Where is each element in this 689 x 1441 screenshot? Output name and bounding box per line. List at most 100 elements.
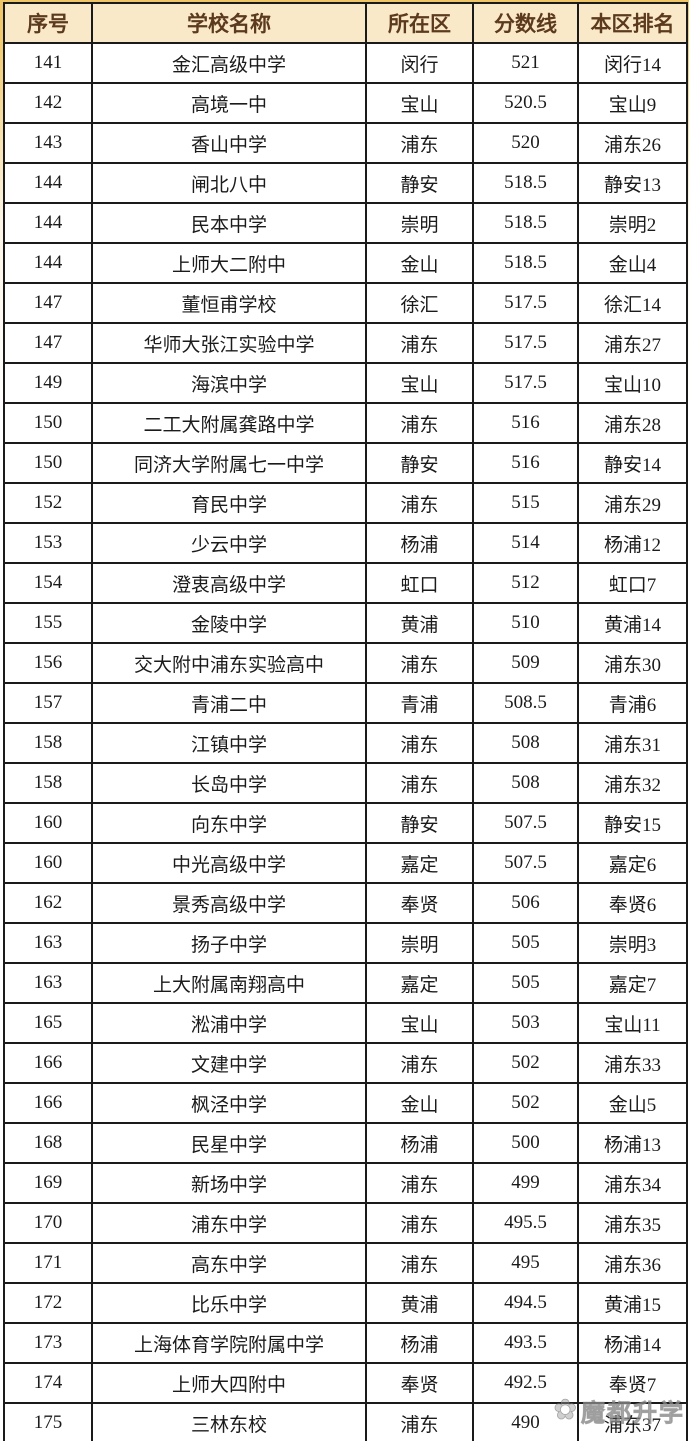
cell-no: 153 <box>3 522 93 564</box>
cell-rank: 杨浦12 <box>577 522 688 564</box>
cell-rank: 青浦6 <box>577 682 688 724</box>
cell-school: 香山中学 <box>91 122 367 164</box>
cell-school: 新场中学 <box>91 1162 367 1204</box>
cell-score: 492.5 <box>472 1362 579 1404</box>
cell-district: 浦东 <box>365 1042 474 1084</box>
cell-no: 155 <box>3 602 93 644</box>
cell-rank: 浦东27 <box>577 322 688 364</box>
cell-score: 516 <box>472 442 579 484</box>
cell-district: 嘉定 <box>365 842 474 884</box>
cell-no: 168 <box>3 1122 93 1164</box>
cell-rank: 嘉定7 <box>577 962 688 1004</box>
cell-district: 浦东 <box>365 402 474 444</box>
cell-school: 同济大学附属七一中学 <box>91 442 367 484</box>
cell-district: 浦东 <box>365 1402 474 1441</box>
cell-rank: 嘉定6 <box>577 842 688 884</box>
cell-no: 169 <box>3 1162 93 1204</box>
cell-score: 509 <box>472 642 579 684</box>
cell-district: 崇明 <box>365 202 474 244</box>
cell-school: 文建中学 <box>91 1042 367 1084</box>
table-row: 144 民本中学 崇明 518.5 崇明2 <box>3 202 688 244</box>
cell-no: 156 <box>3 642 93 684</box>
cell-score: 520 <box>472 122 579 164</box>
cell-school: 中光高级中学 <box>91 842 367 884</box>
cell-school: 闸北八中 <box>91 162 367 204</box>
table-row: 172 比乐中学 黄浦 494.5 黄浦15 <box>3 1282 688 1324</box>
cell-score: 502 <box>472 1042 579 1084</box>
cell-no: 154 <box>3 562 93 604</box>
cell-score: 517.5 <box>472 322 579 364</box>
table-row: 150 同济大学附属七一中学 静安 516 静安14 <box>3 442 688 484</box>
cell-school: 青浦二中 <box>91 682 367 724</box>
cell-no: 172 <box>3 1282 93 1324</box>
cell-school: 交大附中浦东实验高中 <box>91 642 367 684</box>
cell-school: 育民中学 <box>91 482 367 524</box>
table-row: 163 上大附属南翔高中 嘉定 505 嘉定7 <box>3 962 688 1004</box>
header-score: 分数线 <box>472 2 579 44</box>
cell-no: 166 <box>3 1042 93 1084</box>
cell-school: 上师大二附中 <box>91 242 367 284</box>
table-row: 149 海滨中学 宝山 517.5 宝山10 <box>3 362 688 404</box>
table-row: 144 闸北八中 静安 518.5 静安13 <box>3 162 688 204</box>
cell-district: 浦东 <box>365 1242 474 1284</box>
cell-no: 163 <box>3 962 93 1004</box>
cell-school: 澄衷高级中学 <box>91 562 367 604</box>
table-row: 157 青浦二中 青浦 508.5 青浦6 <box>3 682 688 724</box>
cell-district: 虹口 <box>365 562 474 604</box>
table-row: 166 枫泾中学 金山 502 金山5 <box>3 1082 688 1124</box>
table-row: 150 二工大附属龚路中学 浦东 516 浦东28 <box>3 402 688 444</box>
table-row: 163 扬子中学 崇明 505 崇明3 <box>3 922 688 964</box>
cell-school: 二工大附属龚路中学 <box>91 402 367 444</box>
cell-score: 500 <box>472 1122 579 1164</box>
cell-rank: 徐汇14 <box>577 282 688 324</box>
cell-no: 160 <box>3 802 93 844</box>
cell-score: 494.5 <box>472 1282 579 1324</box>
cell-school: 淞浦中学 <box>91 1002 367 1044</box>
cell-district: 宝山 <box>365 362 474 404</box>
table-row: 142 高境一中 宝山 520.5 宝山9 <box>3 82 688 124</box>
cell-rank: 浦东33 <box>577 1042 688 1084</box>
cell-rank: 黄浦15 <box>577 1282 688 1324</box>
cell-school: 景秀高级中学 <box>91 882 367 924</box>
cell-district: 静安 <box>365 442 474 484</box>
cell-no: 163 <box>3 922 93 964</box>
cell-school: 扬子中学 <box>91 922 367 964</box>
cell-score: 507.5 <box>472 842 579 884</box>
cell-rank: 宝山10 <box>577 362 688 404</box>
cell-rank: 奉贤6 <box>577 882 688 924</box>
cell-district: 黄浦 <box>365 602 474 644</box>
table-row: 141 金汇高级中学 闵行 521 闵行14 <box>3 42 688 84</box>
cell-rank: 宝山11 <box>577 1002 688 1044</box>
score-table: 序号 学校名称 所在区 分数线 本区排名 141 金汇高级中学 闵行 521 闵行14 1… <box>3 2 688 1441</box>
cell-rank: 浦东34 <box>577 1162 688 1204</box>
cell-score: 508.5 <box>472 682 579 724</box>
cell-no: 147 <box>3 282 93 324</box>
table-row: 168 民星中学 杨浦 500 杨浦13 <box>3 1122 688 1164</box>
cell-district: 杨浦 <box>365 1122 474 1164</box>
cell-school: 少云中学 <box>91 522 367 564</box>
cell-district: 金山 <box>365 242 474 284</box>
cell-score: 520.5 <box>472 82 579 124</box>
cell-school: 枫泾中学 <box>91 1082 367 1124</box>
cell-rank: 崇明2 <box>577 202 688 244</box>
cell-rank: 杨浦14 <box>577 1322 688 1364</box>
cell-school: 海滨中学 <box>91 362 367 404</box>
table-row: 154 澄衷高级中学 虹口 512 虹口7 <box>3 562 688 604</box>
cell-district: 浦东 <box>365 762 474 804</box>
table-row: 160 中光高级中学 嘉定 507.5 嘉定6 <box>3 842 688 884</box>
cell-rank: 浦东32 <box>577 762 688 804</box>
table-body: 141 金汇高级中学 闵行 521 闵行14 142 高境一中 宝山 520.5 宝山9 143 香山… <box>3 42 688 1441</box>
table-row: 173 上海体育学院附属中学 杨浦 493.5 杨浦14 <box>3 1322 688 1364</box>
cell-school: 江镇中学 <box>91 722 367 764</box>
cell-district: 徐汇 <box>365 282 474 324</box>
cell-district: 崇明 <box>365 922 474 964</box>
cell-no: 158 <box>3 762 93 804</box>
cell-rank: 浦东28 <box>577 402 688 444</box>
cell-school: 高东中学 <box>91 1242 367 1284</box>
table-header-row: 序号 学校名称 所在区 分数线 本区排名 <box>3 2 688 44</box>
cell-no: 144 <box>3 202 93 244</box>
cell-district: 宝山 <box>365 1002 474 1044</box>
cell-rank: 虹口7 <box>577 562 688 604</box>
table-row: 158 长岛中学 浦东 508 浦东32 <box>3 762 688 804</box>
table-row: 165 淞浦中学 宝山 503 宝山11 <box>3 1002 688 1044</box>
